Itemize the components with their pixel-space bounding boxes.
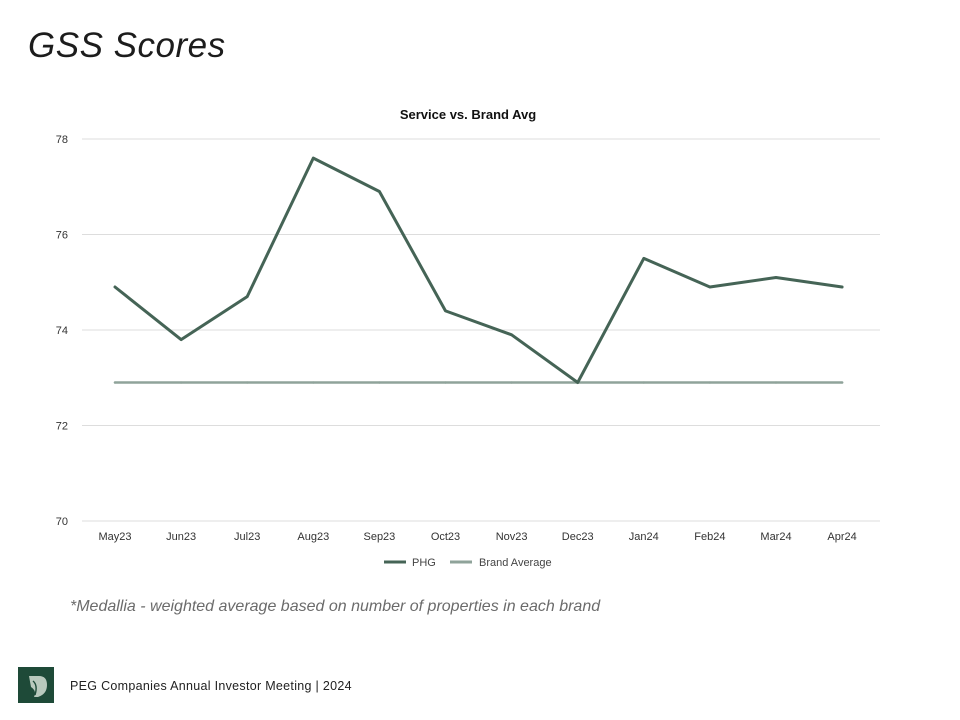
- data-point: [642, 257, 645, 260]
- x-tick-label: Jul23: [234, 531, 260, 543]
- x-axis-ticks: May23 Jun23 Jul23 Aug23 Sep23 Oct23 Nov23 Dec23…: [98, 531, 856, 543]
- leaf-logo-icon: [29, 676, 47, 697]
- data-point: [246, 295, 249, 298]
- y-tick-label: 78: [56, 134, 68, 146]
- data-point: [113, 381, 117, 384]
- legend-label: Brand Average: [479, 557, 552, 569]
- series-line-phg: [113, 156, 844, 384]
- page-title: GSS Scores: [28, 26, 226, 65]
- y-axis-ticks: 70 72 74 76 78: [56, 134, 68, 528]
- data-point: [179, 338, 183, 341]
- data-point: [510, 381, 513, 384]
- data-point: [840, 285, 844, 289]
- x-tick-label: Nov23: [496, 531, 528, 543]
- line-chart: Service vs. Brand Avg 70 72 74 76 78 May23 Ju…: [56, 107, 880, 569]
- data-point: [774, 381, 778, 384]
- x-tick-label: Dec23: [562, 531, 594, 543]
- y-tick-label: 76: [56, 230, 68, 242]
- data-point: [576, 381, 579, 384]
- data-point: [378, 381, 381, 384]
- data-point: [179, 381, 183, 384]
- data-point: [444, 381, 447, 384]
- x-tick-label: Jun23: [166, 531, 196, 543]
- data-point: [444, 309, 447, 313]
- data-point: [246, 381, 249, 384]
- footnote: *Medallia - weighted average based on nu…: [70, 598, 601, 615]
- data-point: [708, 285, 712, 289]
- legend-label: PHG: [412, 557, 436, 569]
- data-point: [378, 190, 381, 193]
- company-logo: [18, 667, 54, 703]
- x-tick-label: Feb24: [694, 531, 725, 543]
- data-point: [840, 381, 844, 384]
- data-point: [774, 276, 778, 279]
- y-tick-label: 74: [56, 325, 68, 337]
- x-tick-label: Oct23: [431, 531, 460, 543]
- data-point: [312, 381, 315, 384]
- data-point: [708, 381, 712, 384]
- y-tick-label: 72: [56, 421, 68, 433]
- x-tick-label: Apr24: [827, 531, 856, 543]
- footer-text: PEG Companies Annual Investor Meeting | …: [70, 679, 352, 693]
- x-tick-label: Mar24: [760, 531, 791, 543]
- x-tick-label: Jan24: [629, 531, 659, 543]
- chart-title: Service vs. Brand Avg: [400, 107, 536, 122]
- series-lines: [113, 156, 844, 384]
- x-tick-label: Sep23: [363, 531, 395, 543]
- x-tick-label: Aug23: [297, 531, 329, 543]
- legend: PHG Brand Average: [384, 557, 552, 569]
- y-tick-label: 70: [56, 516, 68, 528]
- data-point: [510, 333, 513, 336]
- grid-lines: [82, 138, 880, 522]
- x-tick-label: May23: [98, 531, 131, 543]
- data-point: [312, 156, 315, 160]
- data-point: [642, 381, 645, 384]
- data-point: [113, 285, 117, 289]
